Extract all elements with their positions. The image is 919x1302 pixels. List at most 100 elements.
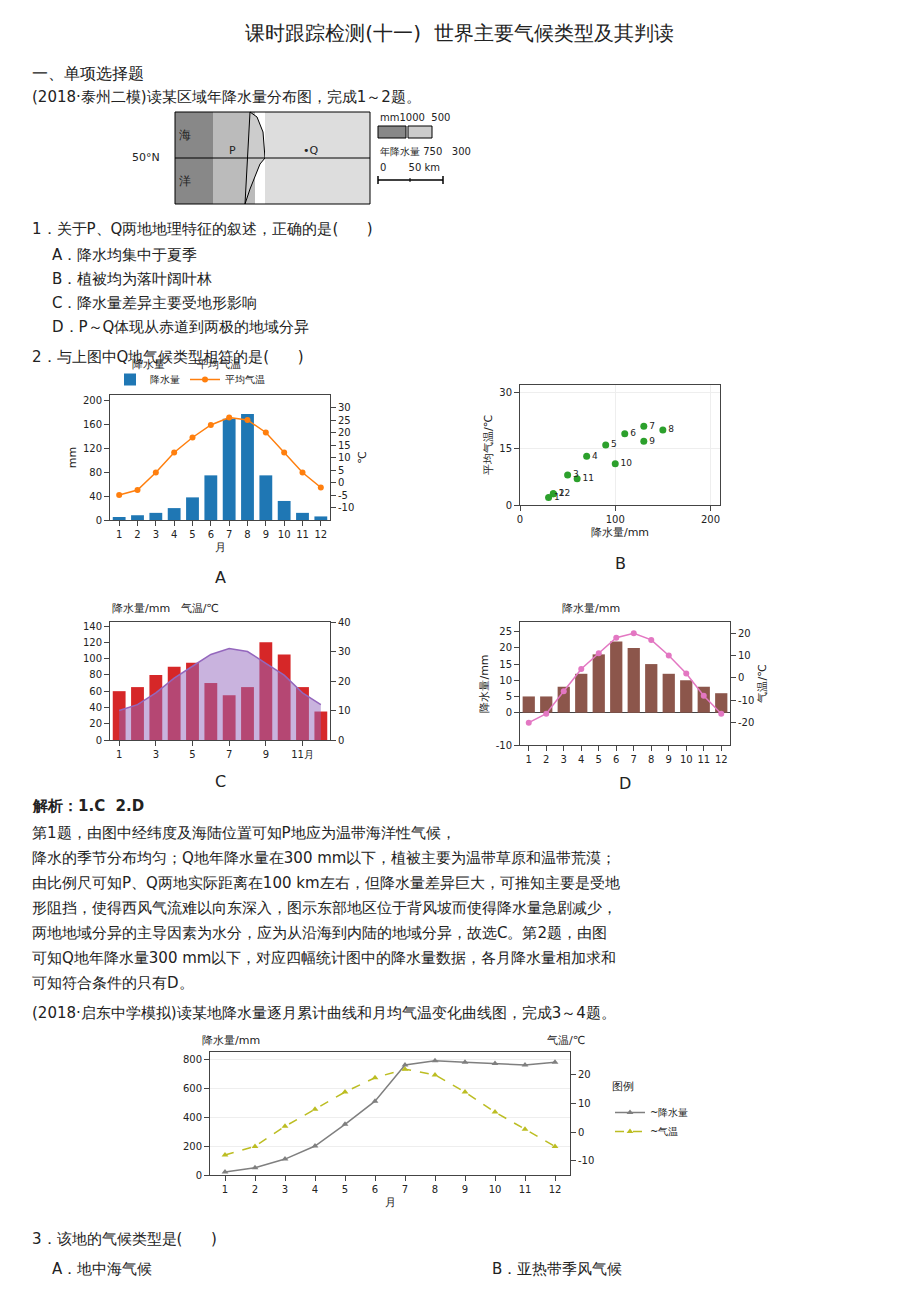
svg-text:C: C [215, 772, 226, 791]
svg-text:年降水量 750 300: 年降水量 750 300 [380, 146, 471, 157]
svg-text:9: 9 [263, 529, 269, 540]
svg-text:80: 80 [89, 669, 102, 680]
svg-text:B．植被均为落叶阔叶林: B．植被均为落叶阔叶林 [52, 270, 212, 288]
svg-text:5: 5 [189, 749, 195, 760]
svg-text:0: 0 [96, 735, 102, 746]
svg-text:平均气温: 平均气温 [225, 374, 265, 385]
svg-text:12: 12 [549, 1184, 562, 1195]
svg-text:D: D [619, 774, 631, 793]
svg-text:B: B [615, 554, 626, 573]
svg-text:120: 120 [83, 637, 102, 648]
svg-text:降水量/mm: 降水量/mm [478, 654, 491, 712]
svg-text:0: 0 [338, 735, 344, 746]
svg-text:降水量/mm: 降水量/mm [202, 1034, 260, 1047]
svg-text:0: 0 [738, 672, 744, 683]
svg-text:15: 15 [338, 440, 351, 451]
svg-text:C．降水量差异主要受地形影响: C．降水量差异主要受地形影响 [52, 294, 257, 312]
svg-text:2: 2 [252, 1184, 258, 1195]
svg-text:A: A [215, 568, 226, 587]
svg-text:~降水量: ~降水量 [650, 1107, 688, 1118]
svg-text:7: 7 [226, 749, 232, 760]
svg-text:3: 3 [561, 754, 567, 765]
svg-text:8: 8 [244, 529, 250, 540]
svg-text:mm: mm [66, 447, 79, 468]
svg-text:800: 800 [183, 1054, 202, 1065]
svg-text:2: 2 [134, 529, 140, 540]
svg-text:30: 30 [338, 646, 351, 657]
svg-text:9: 9 [666, 754, 672, 765]
svg-text:6: 6 [372, 1184, 378, 1195]
svg-text:洋: 洋 [179, 174, 191, 188]
svg-text:6: 6 [208, 529, 214, 540]
svg-text:图例: 图例 [612, 1080, 634, 1093]
svg-text:可知Q地年降水量300 mm以下，对应四幅统计图中的降水量数: 可知Q地年降水量300 mm以下，对应四幅统计图中的降水量数据，各月降水量相加求… [32, 949, 616, 967]
svg-text:20: 20 [738, 628, 751, 639]
svg-text:3: 3 [153, 749, 159, 760]
svg-text:4: 4 [171, 529, 177, 540]
svg-text:降水量/mm 气温/℃: 降水量/mm 气温/℃ [112, 602, 219, 615]
svg-text:B．亚热带季风气候: B．亚热带季风气候 [492, 1260, 622, 1278]
svg-text:40: 40 [338, 617, 351, 628]
svg-text:降水的季节分布均匀；Q地年降水量在300 mm以下，植被主要: 降水的季节分布均匀；Q地年降水量在300 mm以下，植被主要为温带草原和温带荒漠… [32, 849, 616, 867]
svg-text:12: 12 [559, 488, 570, 498]
svg-text:气温/℃: 气温/℃ [756, 664, 769, 702]
svg-text:两地地域分异的主导因素为水分，应为从沿海到内陆的地域分异，故: 两地地域分异的主导因素为水分，应为从沿海到内陆的地域分异，故选C。第2题，由图 [32, 924, 607, 942]
svg-text:1: 1 [526, 754, 532, 765]
svg-text:11月: 11月 [291, 749, 314, 760]
svg-text:3: 3 [573, 469, 579, 479]
svg-text:20: 20 [338, 676, 351, 687]
svg-text:8: 8 [668, 424, 674, 434]
svg-text:7: 7 [649, 421, 655, 431]
svg-text:0: 0 [506, 500, 512, 511]
svg-text:1: 1 [222, 1184, 228, 1195]
svg-text:(2018·启东中学模拟)读某地降水量逐月累计曲线和月均气温: (2018·启东中学模拟)读某地降水量逐月累计曲线和月均气温变化曲线图，完成3～… [32, 1004, 616, 1022]
svg-text:平均气温/℃: 平均气温/℃ [482, 415, 495, 475]
svg-text:3．该地的气候类型是( ): 3．该地的气候类型是( ) [32, 1230, 217, 1248]
svg-text:0: 0 [96, 515, 102, 526]
svg-text:10: 10 [499, 675, 512, 686]
svg-text:0: 0 [506, 707, 512, 718]
svg-text:0: 0 [338, 477, 344, 488]
svg-text:一、单项选择题: 一、单项选择题 [32, 64, 144, 83]
svg-text:月: 月 [385, 1196, 396, 1209]
svg-text:200: 200 [183, 1141, 202, 1152]
svg-text:-10: -10 [578, 1155, 594, 1166]
svg-text:100: 100 [606, 514, 625, 525]
svg-text:12: 12 [314, 529, 327, 540]
svg-text:7: 7 [226, 529, 232, 540]
svg-text:D．P～Q体现从赤道到两极的地域分异: D．P～Q体现从赤道到两极的地域分异 [52, 318, 309, 336]
svg-text:6: 6 [613, 754, 619, 765]
svg-text:•Q: •Q [303, 144, 318, 157]
svg-text:9: 9 [263, 749, 269, 760]
svg-text:10: 10 [338, 452, 351, 463]
svg-text:12: 12 [715, 754, 728, 765]
svg-text:140: 140 [83, 621, 102, 632]
svg-text:10: 10 [621, 458, 633, 468]
svg-text:600: 600 [183, 1083, 202, 1094]
svg-text:A．降水均集中于夏季: A．降水均集中于夏季 [52, 246, 197, 264]
svg-text:8: 8 [432, 1184, 438, 1195]
svg-text:10: 10 [680, 754, 693, 765]
svg-text:2．与上图中Q地气候类型相符的是( ): 2．与上图中Q地气候类型相符的是( ) [32, 348, 304, 366]
svg-text:5: 5 [611, 439, 617, 449]
svg-text:20: 20 [499, 642, 512, 653]
svg-text:0: 0 [578, 1127, 584, 1138]
svg-text:200: 200 [83, 395, 102, 406]
svg-text:11: 11 [583, 473, 594, 483]
svg-text:5: 5 [189, 529, 195, 540]
svg-text:1．关于P、Q两地地理特征的叙述，正确的是( ): 1．关于P、Q两地地理特征的叙述，正确的是( ) [32, 220, 373, 238]
svg-text:9: 9 [462, 1184, 468, 1195]
svg-text:3: 3 [282, 1184, 288, 1195]
svg-text:P: P [229, 144, 236, 157]
svg-text:7: 7 [631, 754, 637, 765]
svg-text:0: 0 [517, 514, 523, 525]
svg-text:15: 15 [499, 443, 512, 454]
svg-text:4: 4 [578, 754, 584, 765]
svg-text:降水量/mm: 降水量/mm [591, 526, 649, 539]
svg-text:-5: -5 [338, 490, 348, 501]
svg-text:2: 2 [543, 754, 549, 765]
svg-text:(2018·泰州二模)读某区域年降水量分布图，完成1～2题。: (2018·泰州二模)读某区域年降水量分布图，完成1～2题。 [32, 88, 421, 106]
svg-text:第1题，由图中经纬度及海陆位置可知P地应为温带海洋性气候，: 第1题，由图中经纬度及海陆位置可知P地应为温带海洋性气候， [32, 824, 456, 842]
svg-text:10: 10 [578, 1098, 591, 1109]
svg-text:降水量/mm: 降水量/mm [562, 602, 620, 615]
